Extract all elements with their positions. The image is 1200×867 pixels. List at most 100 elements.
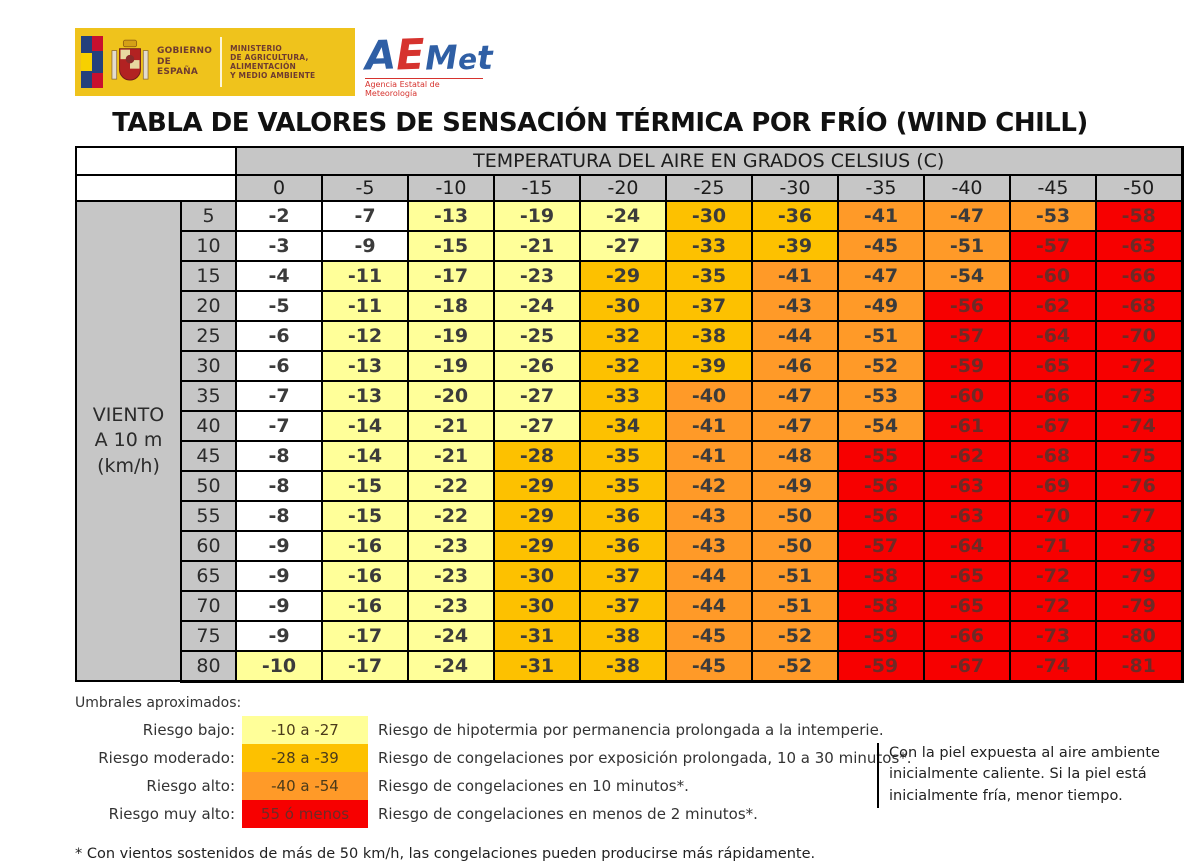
wind-chill-cell: -13 xyxy=(407,200,495,232)
ministerio-text: MINISTERIO DE AGRICULTURA, ALIMENTACIÓN … xyxy=(230,44,316,80)
wind-chill-table: TEMPERATURA DEL AIRE EN GRADOS CELSIUS (… xyxy=(75,146,1184,683)
wind-chill-cell: -75 xyxy=(1095,440,1184,472)
wind-chill-cell: -21 xyxy=(493,230,581,262)
wind-chill-cell: -65 xyxy=(923,590,1011,622)
wind-chill-cell: -74 xyxy=(1095,410,1184,442)
wind-chill-cell: -6 xyxy=(235,350,323,382)
wind-chill-cell: -64 xyxy=(923,530,1011,562)
wind-chill-cell: -9 xyxy=(235,620,323,652)
wind-chill-cell: -58 xyxy=(837,560,925,592)
legend-item: Riesgo bajo: -10 a -27 Riesgo de hipotermi… xyxy=(75,715,1200,744)
wind-chill-cell: -56 xyxy=(837,500,925,532)
wind-speed-header: 45 xyxy=(180,440,237,472)
wind-chill-cell: -39 xyxy=(665,350,753,382)
wind-chill-cell: -37 xyxy=(579,590,667,622)
wind-chill-cell: -10 xyxy=(235,650,323,683)
wind-chill-cell: -38 xyxy=(665,320,753,352)
table-corner-blank xyxy=(75,174,237,202)
wind-chill-cell: -79 xyxy=(1095,560,1184,592)
wind-chill-cell: -23 xyxy=(493,260,581,292)
wind-chill-cell: -66 xyxy=(1009,380,1097,412)
wind-chill-cell: -44 xyxy=(751,320,839,352)
wind-chill-cell: -8 xyxy=(235,440,323,472)
wind-chill-cell: -19 xyxy=(407,350,495,382)
wind-chill-cell: -66 xyxy=(1095,260,1184,292)
wind-chill-cell: -19 xyxy=(407,320,495,352)
wind-chill-cell: -24 xyxy=(579,200,667,232)
wind-chill-cell: -28 xyxy=(493,440,581,472)
wind-chill-cell: -47 xyxy=(923,200,1011,232)
wind-chill-cell: -65 xyxy=(923,560,1011,592)
wind-chill-cell: -67 xyxy=(923,650,1011,683)
temp-col-header: -20 xyxy=(579,174,667,202)
wind-chill-cell: -7 xyxy=(321,200,409,232)
wind-chill-cell: -72 xyxy=(1009,590,1097,622)
wind-chill-cell: -17 xyxy=(321,650,409,683)
wind-chill-cell: -56 xyxy=(837,470,925,502)
wind-chill-cell: -30 xyxy=(579,290,667,322)
aemet-letter: t xyxy=(475,37,493,78)
wind-chill-cell: -43 xyxy=(665,500,753,532)
aemet-letter: e xyxy=(456,42,478,77)
wind-chill-cell: -13 xyxy=(321,350,409,382)
wind-chill-cell: -71 xyxy=(1009,530,1097,562)
temp-col-header: -30 xyxy=(751,174,839,202)
wind-chill-cell: -15 xyxy=(407,230,495,262)
wind-chill-cell: -33 xyxy=(579,380,667,412)
wind-chill-cell: -30 xyxy=(665,200,753,232)
legend-item: Riesgo alto: -40 a -54 Riesgo de congelaci… xyxy=(75,771,1200,800)
wind-speed-header: 30 xyxy=(180,350,237,382)
temp-axis-header: TEMPERATURA DEL AIRE EN GRADOS CELSIUS (… xyxy=(235,146,1184,176)
wind-chill-cell: -14 xyxy=(321,440,409,472)
wind-chill-cell: -41 xyxy=(837,200,925,232)
wind-chill-cell: -9 xyxy=(235,530,323,562)
wind-chill-cell: -70 xyxy=(1095,320,1184,352)
wind-chill-cell: -53 xyxy=(1009,200,1097,232)
temp-col-header: -10 xyxy=(407,174,495,202)
wind-chill-cell: -35 xyxy=(579,440,667,472)
wind-chill-cell: -72 xyxy=(1095,350,1184,382)
aemet-letter: M xyxy=(424,37,459,78)
wind-chill-cell: -47 xyxy=(837,260,925,292)
wind-chill-cell: -46 xyxy=(751,350,839,382)
wind-chill-cell: -41 xyxy=(665,410,753,442)
wind-chill-cell: -44 xyxy=(665,590,753,622)
wind-chill-cell: -18 xyxy=(407,290,495,322)
wind-chill-cell: -73 xyxy=(1009,620,1097,652)
wind-chill-cell: -53 xyxy=(837,380,925,412)
wind-chill-cell: -42 xyxy=(665,470,753,502)
footnote: * Con vientos sostenidos de más de 50 km… xyxy=(75,845,816,862)
wind-chill-cell: -15 xyxy=(321,470,409,502)
legend-item: Riesgo moderado: -28 a -39 Riesgo de conge… xyxy=(75,743,1200,772)
legend-desc: Riesgo de congelaciones en menos de 2 mi… xyxy=(378,804,758,823)
wind-chill-cell: -27 xyxy=(493,380,581,412)
wind-chill-cell: -38 xyxy=(579,620,667,652)
wind-chill-cell: -16 xyxy=(321,560,409,592)
wind-chill-cell: -14 xyxy=(321,410,409,442)
wind-chill-cell: -36 xyxy=(579,500,667,532)
wind-chill-cell: -69 xyxy=(1009,470,1097,502)
wind-chill-cell: -41 xyxy=(751,260,839,292)
temp-col-header: 0 xyxy=(235,174,323,202)
wind-speed-header: 5 xyxy=(180,200,237,232)
legend-label: Riesgo muy alto: xyxy=(108,804,235,823)
wind-chill-cell: -79 xyxy=(1095,590,1184,622)
wind-chill-cell: -9 xyxy=(321,230,409,262)
temp-col-header: -40 xyxy=(923,174,1011,202)
legend-swatch: -10 a -27 xyxy=(242,715,368,744)
wind-chill-cell: -54 xyxy=(923,260,1011,292)
wind-chill-cell: -62 xyxy=(1009,290,1097,322)
legend-label: Riesgo bajo: xyxy=(142,720,235,739)
wind-chill-cell: -7 xyxy=(235,410,323,442)
wind-chill-cell: -23 xyxy=(407,590,495,622)
wind-chill-cell: -62 xyxy=(923,440,1011,472)
wind-chill-cell: -37 xyxy=(579,560,667,592)
table-corner-blank xyxy=(75,146,237,176)
wind-chill-cell: -21 xyxy=(407,440,495,472)
wind-chill-cell: -19 xyxy=(493,200,581,232)
wind-chill-cell: -23 xyxy=(407,560,495,592)
wind-chill-cell: -58 xyxy=(837,590,925,622)
wind-chill-cell: -34 xyxy=(579,410,667,442)
wind-chill-cell: -35 xyxy=(579,470,667,502)
legend-label: Riesgo moderado: xyxy=(98,748,235,767)
